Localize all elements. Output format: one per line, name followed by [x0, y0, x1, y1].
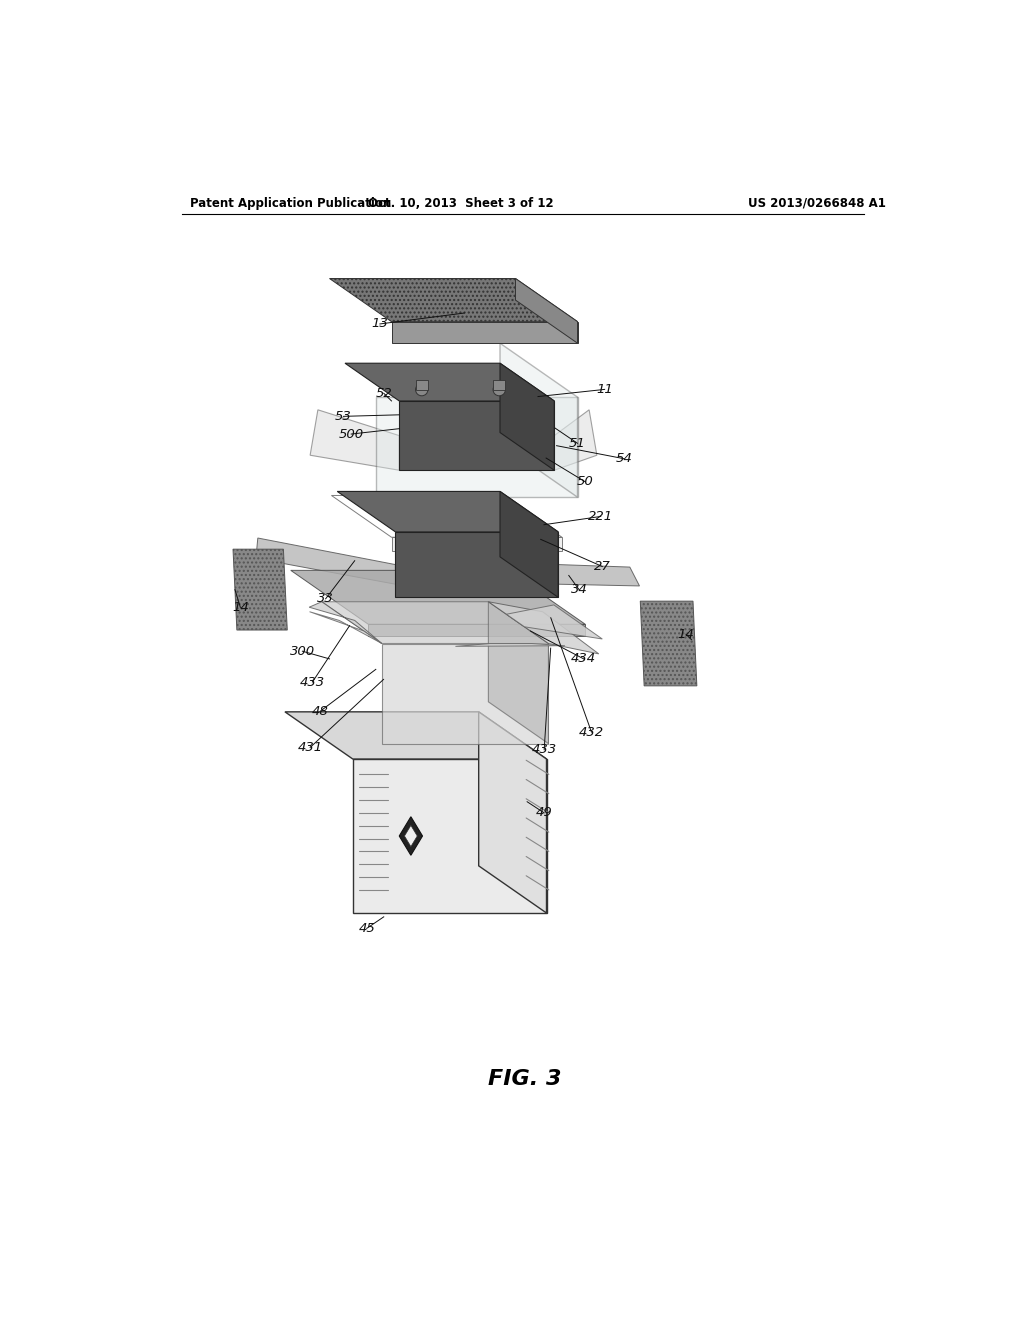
Polygon shape	[493, 380, 506, 389]
Text: 33: 33	[317, 593, 334, 606]
Text: 34: 34	[570, 583, 588, 597]
Text: FIG. 3: FIG. 3	[488, 1069, 561, 1089]
Text: 45: 45	[358, 921, 375, 935]
Polygon shape	[391, 322, 578, 343]
Polygon shape	[500, 363, 554, 470]
Polygon shape	[515, 279, 578, 343]
Polygon shape	[310, 409, 399, 470]
Text: 14: 14	[678, 628, 694, 640]
Polygon shape	[395, 532, 558, 597]
Text: 50: 50	[577, 475, 594, 488]
Text: 434: 434	[571, 652, 596, 665]
Text: US 2013/0266848 A1: US 2013/0266848 A1	[748, 197, 886, 210]
Polygon shape	[391, 537, 562, 552]
Polygon shape	[285, 711, 547, 759]
Polygon shape	[332, 495, 562, 537]
Polygon shape	[369, 624, 586, 636]
Polygon shape	[478, 711, 547, 913]
Text: 432: 432	[579, 726, 604, 739]
Polygon shape	[399, 401, 554, 470]
Polygon shape	[345, 363, 554, 401]
Text: 221: 221	[588, 510, 613, 523]
Polygon shape	[382, 644, 549, 743]
Text: 52: 52	[376, 387, 392, 400]
Polygon shape	[404, 825, 417, 846]
Text: 433: 433	[531, 743, 557, 756]
Polygon shape	[558, 565, 640, 586]
Polygon shape	[330, 279, 578, 322]
Polygon shape	[640, 601, 697, 686]
Text: Oct. 10, 2013  Sheet 3 of 12: Oct. 10, 2013 Sheet 3 of 12	[369, 197, 554, 210]
Text: 51: 51	[569, 437, 586, 450]
Text: 11: 11	[596, 383, 613, 396]
Polygon shape	[416, 380, 428, 389]
Polygon shape	[488, 602, 549, 743]
Text: 27: 27	[594, 560, 610, 573]
Text: 433: 433	[300, 676, 325, 689]
Polygon shape	[322, 602, 549, 644]
Polygon shape	[500, 491, 558, 597]
Text: 300: 300	[290, 644, 315, 657]
Text: 14: 14	[232, 601, 249, 614]
Polygon shape	[507, 605, 602, 639]
Text: 500: 500	[339, 428, 364, 441]
Text: 431: 431	[298, 741, 323, 754]
Polygon shape	[291, 570, 586, 624]
Text: 13: 13	[372, 317, 388, 330]
Text: 53: 53	[335, 409, 352, 422]
Text: 49: 49	[536, 807, 553, 820]
Polygon shape	[456, 644, 565, 647]
Circle shape	[416, 384, 428, 396]
Text: 54: 54	[615, 453, 633, 465]
Polygon shape	[256, 539, 395, 585]
Polygon shape	[554, 409, 597, 470]
Polygon shape	[376, 397, 578, 498]
Polygon shape	[352, 759, 547, 913]
Polygon shape	[399, 817, 423, 855]
Polygon shape	[337, 491, 558, 532]
Text: Patent Application Publication: Patent Application Publication	[190, 197, 391, 210]
Polygon shape	[233, 549, 288, 630]
Text: 48: 48	[312, 705, 329, 718]
Circle shape	[493, 384, 506, 396]
Polygon shape	[500, 343, 578, 498]
Polygon shape	[309, 602, 382, 644]
Polygon shape	[309, 611, 382, 644]
Polygon shape	[488, 602, 599, 653]
